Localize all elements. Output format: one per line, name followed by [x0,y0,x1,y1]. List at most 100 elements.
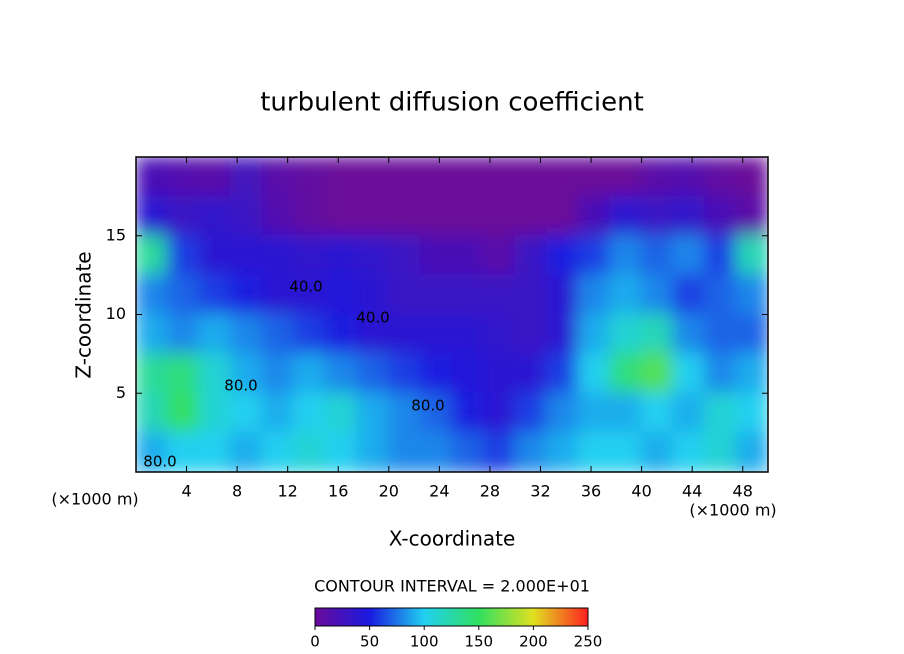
field-cell [609,392,643,434]
field-cell [293,352,327,395]
x-tick-label: 8 [232,482,242,501]
field-cell [640,274,675,316]
field-cell [387,195,422,237]
field-cell [356,195,390,237]
contour-label: 40.0 [356,309,389,327]
field-cell [387,234,422,277]
field [136,157,768,472]
field-cell [514,392,548,434]
field-cell [703,274,738,316]
field-cell [136,431,169,472]
field-cell [672,157,706,198]
field-cell [735,157,768,198]
field-cell [609,313,643,355]
field-cell [609,234,643,277]
field-cell [136,195,169,237]
contour-label: 40.0 [289,278,322,296]
field-cell [451,234,485,277]
field-cell [261,352,295,395]
contour-label: 80.0 [143,453,176,471]
field-cell [577,274,611,316]
x-tick-label: 28 [480,482,500,501]
field-cell [136,313,169,355]
field-cell [514,157,548,198]
field-cell [261,234,295,277]
field-cell [672,392,706,434]
field-cell [136,392,169,434]
y-tick-label: 5 [116,383,126,402]
colorbar [314,607,589,627]
field-cell [451,157,485,198]
field-cell [293,195,327,237]
colorbar-tick-label: 200 [519,633,548,651]
y-tick-label: 15 [106,225,126,244]
field-cell [482,313,517,355]
field-cell [387,352,422,395]
field-cell [229,313,264,355]
field-cell [324,392,359,434]
field-cell [356,392,390,434]
field-cell [261,313,295,355]
field-cell [482,274,517,316]
field-cell [166,234,201,277]
field-cell [387,274,422,316]
field-cell [577,234,611,277]
field-cell [451,195,485,237]
field-cell [356,274,390,316]
field-cell [324,195,359,237]
field-cell [356,352,390,395]
field-cell [735,195,768,237]
field-cell [166,274,201,316]
field-cell [229,157,264,198]
colorbar-tick-label: 250 [574,633,603,651]
field-cell [229,195,264,237]
field-cell [136,352,169,395]
field-cell [672,195,706,237]
field-cell [419,234,453,277]
field-cell [735,431,768,472]
field-cell [198,157,232,198]
field-cell [640,352,675,395]
x-tick-label: 32 [530,482,550,501]
field-cell [419,195,453,237]
field-cell [451,274,485,316]
contour-label: 80.0 [224,377,257,395]
field-cell [609,195,643,237]
field-cell [482,195,517,237]
field-cell [640,195,675,237]
field-cell [198,313,232,355]
field-cell [261,274,295,316]
field-cell [261,431,295,472]
x-tick-label: 40 [631,482,651,501]
field-cell [545,234,580,277]
field-cell [514,234,548,277]
x-unit-label: (×1000 m) [689,501,776,520]
field-cell [166,313,201,355]
field-cell [703,234,738,277]
colorbar-tick-label: 150 [464,633,493,651]
field-cell [672,274,706,316]
x-tick-label: 16 [328,482,348,501]
field-cell [293,274,327,316]
field-cell [166,195,201,237]
field-cell [198,431,232,472]
field-cell [198,352,232,395]
x-tick-label: 20 [379,482,399,501]
y-tick-label: 10 [106,304,126,323]
field-cell [577,392,611,434]
field-cell [514,274,548,316]
field-cell [229,431,264,472]
field-cell [735,392,768,434]
field-cell [419,352,453,395]
field-cell [735,352,768,395]
field-cell [229,274,264,316]
field-cell [672,234,706,277]
field-cell [419,274,453,316]
field-cell [166,392,201,434]
field-cell [419,431,453,472]
field-cell [166,157,201,198]
field-cell [482,352,517,395]
colorbar-tick-label: 0 [310,633,320,651]
x-axis-label: X-coordinate [389,527,516,551]
chart-title: turbulent diffusion coefficient [260,88,644,118]
